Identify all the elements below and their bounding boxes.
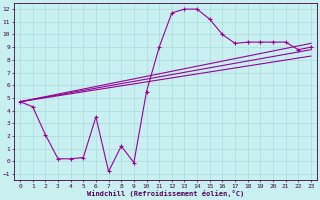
X-axis label: Windchill (Refroidissement éolien,°C): Windchill (Refroidissement éolien,°C) [87, 190, 244, 197]
